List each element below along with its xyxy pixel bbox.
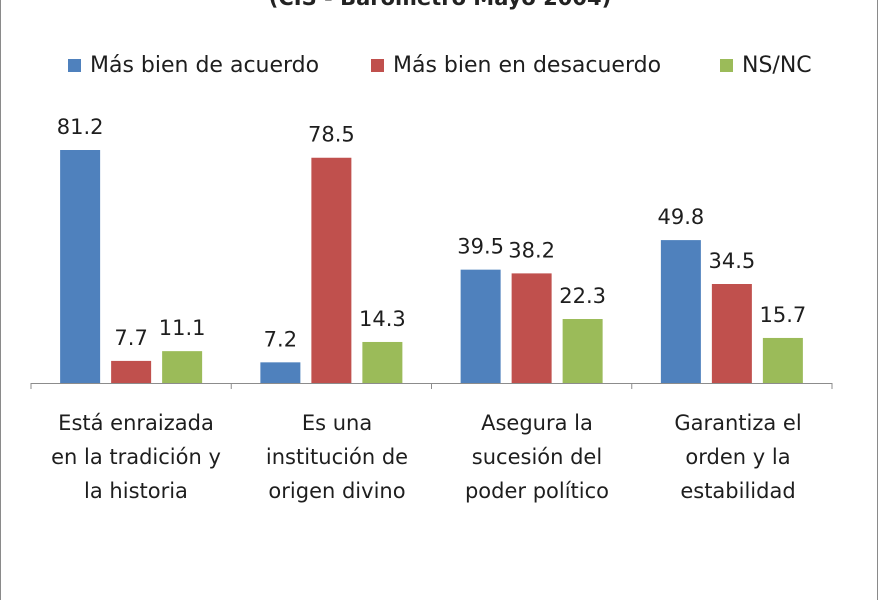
legend-swatch-nsnc bbox=[720, 58, 733, 72]
bar bbox=[762, 337, 803, 383]
legend: Más bien de acuerdo Más bien en desacuer… bbox=[0, 47, 880, 83]
category-label: Es una institución de origen divino bbox=[265, 411, 409, 503]
data-label: 7.7 bbox=[114, 326, 147, 350]
bar bbox=[511, 273, 552, 383]
legend-item-acuerdo: Más bien de acuerdo bbox=[68, 47, 319, 83]
data-label: 14.3 bbox=[359, 307, 406, 331]
data-label: 49.8 bbox=[657, 205, 704, 229]
category-label: Asegura la sucesión del poder político bbox=[464, 411, 610, 503]
chart-title: (CIS - Barómetro Mayo 2004) bbox=[0, 0, 880, 10]
data-label: 78.5 bbox=[308, 123, 355, 147]
legend-label: Más bien de acuerdo bbox=[90, 52, 320, 78]
category-label: Está enraizada en la tradición y la hist… bbox=[51, 411, 221, 503]
bar bbox=[562, 319, 603, 383]
data-label: 11.1 bbox=[159, 316, 206, 340]
data-label: 81.2 bbox=[57, 115, 104, 139]
data-label: 39.5 bbox=[457, 235, 504, 259]
bar bbox=[60, 150, 101, 383]
data-label: 7.2 bbox=[264, 327, 297, 351]
bar bbox=[162, 351, 203, 383]
bar bbox=[260, 362, 301, 383]
data-label: 15.7 bbox=[759, 303, 806, 327]
legend-label: NS/NC bbox=[742, 52, 812, 78]
bar bbox=[660, 240, 701, 383]
legend-swatch-desacuerdo bbox=[371, 58, 384, 72]
data-label: 22.3 bbox=[559, 284, 606, 308]
bar bbox=[111, 360, 152, 383]
data-label: 38.2 bbox=[508, 238, 555, 262]
legend-item-nsnc: NS/NC bbox=[720, 47, 812, 83]
legend-label: Más bien en desacuerdo bbox=[393, 52, 662, 78]
legend-swatch-acuerdo bbox=[68, 58, 81, 72]
bar bbox=[460, 269, 501, 383]
bar bbox=[711, 284, 752, 383]
bar bbox=[311, 157, 352, 383]
bar-plot: 81.2 7.7 11.1 7.2 78.5 14.3 39.5 38.222.3 49.834… bbox=[30, 115, 833, 389]
category-label: Garantiza el orden y la estabilidad bbox=[674, 411, 802, 503]
legend-item-desacuerdo: Más bien en desacuerdo bbox=[371, 47, 661, 83]
data-label: 34.5 bbox=[708, 249, 755, 273]
bar bbox=[362, 341, 403, 383]
